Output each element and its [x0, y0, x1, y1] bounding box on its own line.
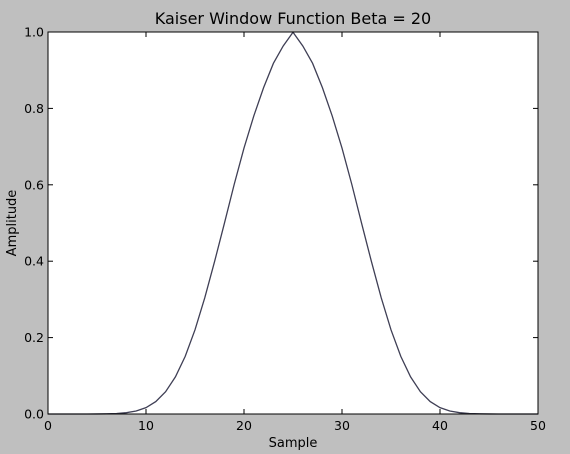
- y-tick-label: 0.6: [24, 177, 44, 192]
- y-axis: 0.0 0.2 0.4 0.6 0.8 1.0: [24, 25, 538, 422]
- y-tick-label: 0.4: [24, 254, 44, 269]
- x-tick-label: 0: [44, 418, 52, 433]
- y-axis-label: Amplitude: [5, 190, 20, 257]
- x-tick-label: 40: [432, 418, 448, 433]
- plot-area: [48, 32, 538, 414]
- y-tick-label: 0.0: [24, 407, 44, 422]
- y-tick-label: 0.2: [24, 330, 44, 345]
- x-tick-label: 10: [138, 418, 154, 433]
- chart-title: Kaiser Window Function Beta = 20: [155, 9, 431, 28]
- x-tick-label: 50: [530, 418, 546, 433]
- y-tick-label: 0.8: [24, 101, 44, 116]
- x-axis-label: Sample: [269, 436, 318, 451]
- x-axis: 0 10 20 30 40 50: [44, 32, 546, 433]
- x-tick-label: 20: [236, 418, 252, 433]
- x-tick-label: 30: [334, 418, 350, 433]
- y-tick-label: 1.0: [24, 25, 44, 40]
- plot-frame: [47, 31, 539, 415]
